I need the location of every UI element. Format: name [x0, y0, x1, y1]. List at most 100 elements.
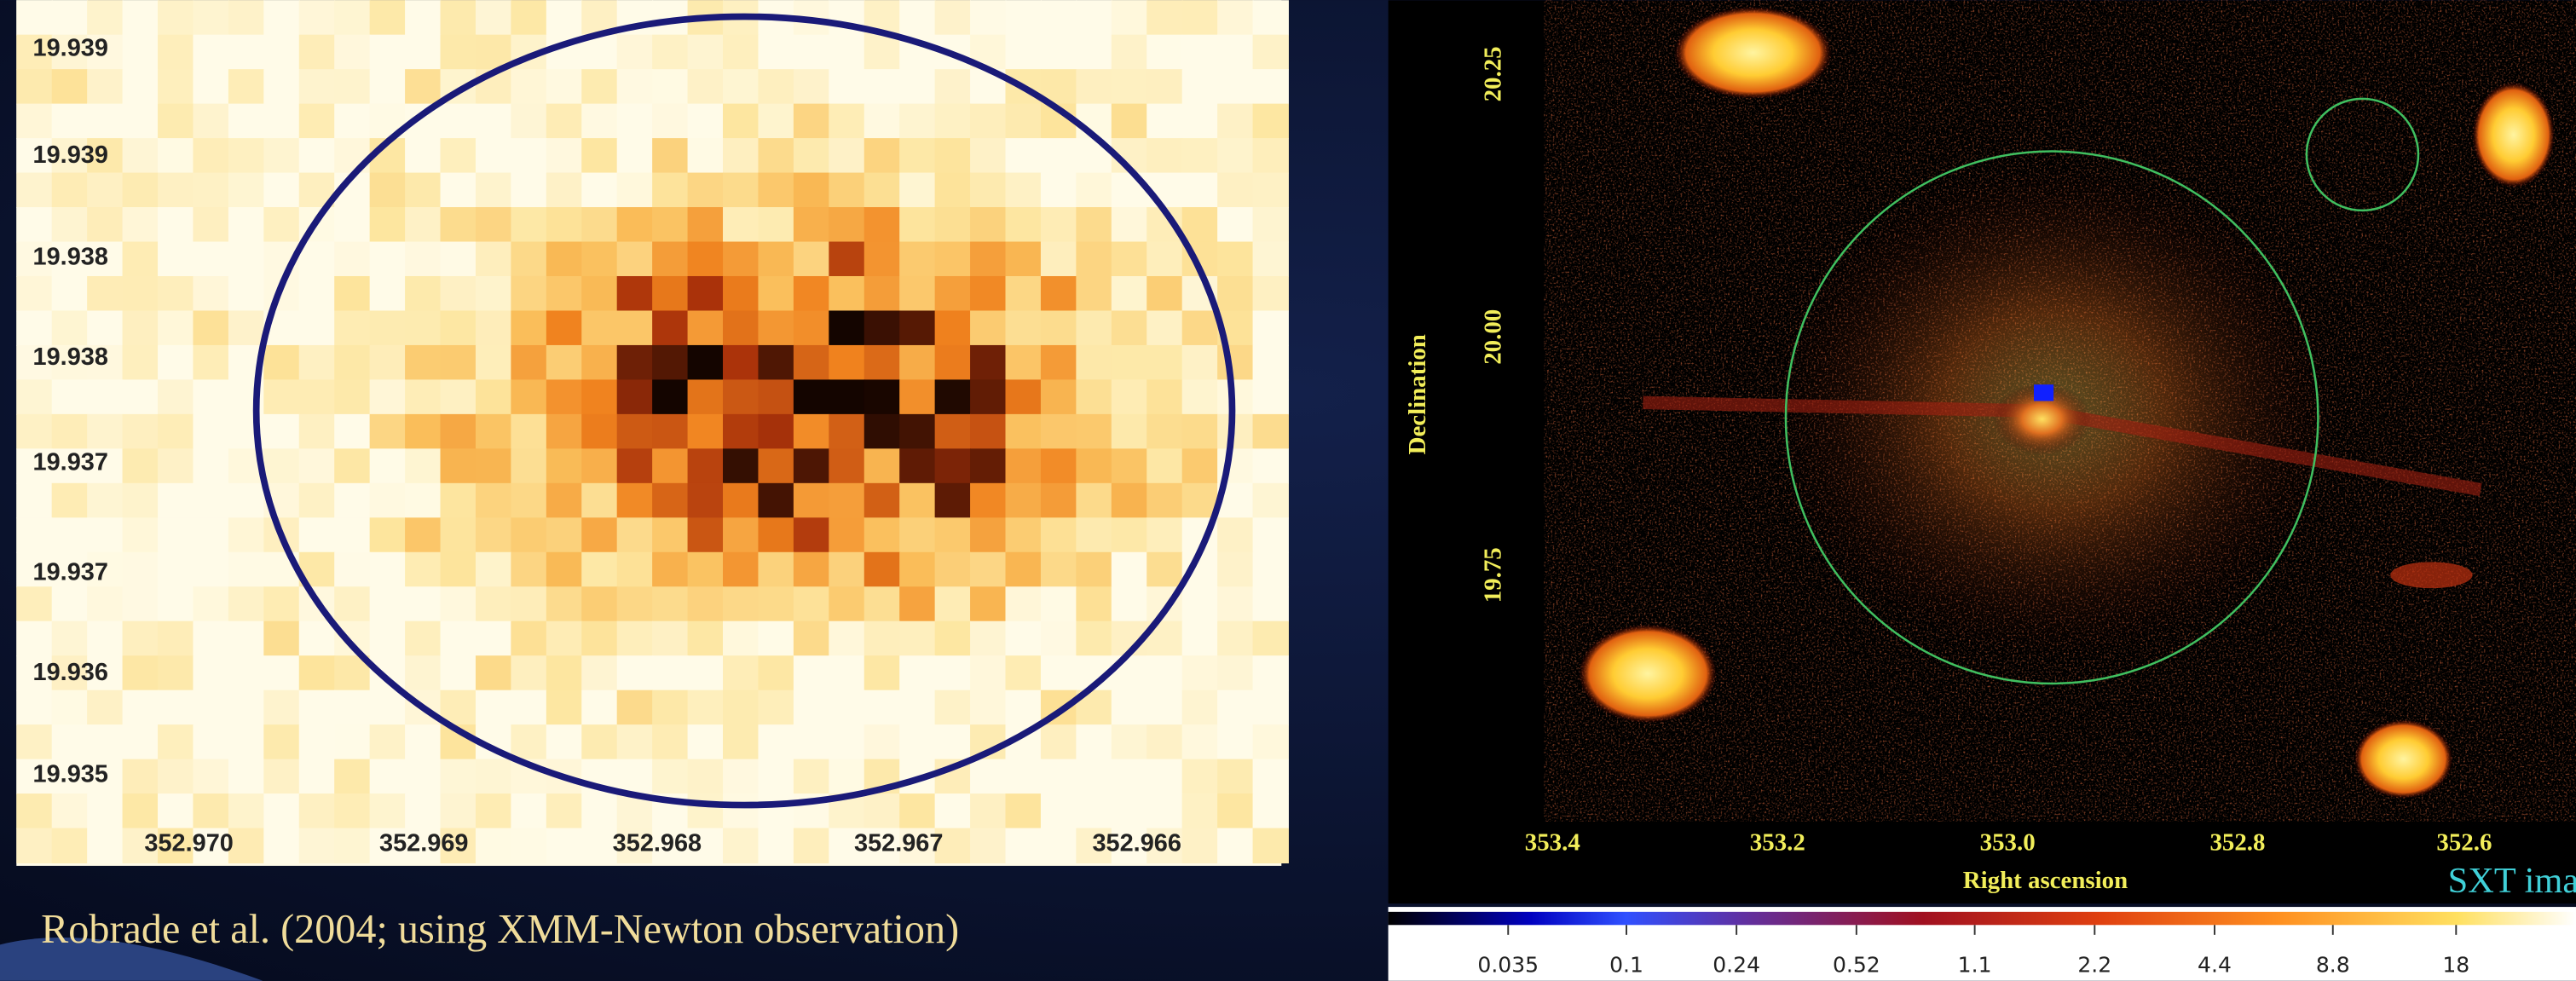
colorbar-label: 4.4	[2198, 952, 2232, 977]
pixel	[617, 242, 653, 277]
pixel	[935, 517, 971, 552]
pixel	[16, 310, 52, 345]
pixel	[1182, 69, 1218, 104]
pixel	[16, 207, 52, 242]
pixel	[1006, 655, 1042, 690]
calib-source	[1579, 625, 1717, 724]
pixel	[1006, 138, 1042, 173]
pixel	[723, 828, 759, 863]
pixel	[370, 242, 406, 277]
pixel	[829, 552, 864, 587]
pixel	[228, 242, 264, 277]
pixel	[652, 552, 688, 587]
pixel	[617, 552, 653, 587]
pixel	[16, 0, 52, 35]
pixel	[299, 759, 335, 794]
pixel	[546, 655, 582, 690]
pixel	[899, 448, 935, 483]
pixel	[581, 655, 617, 690]
pixel	[1146, 69, 1182, 104]
pixel	[1217, 759, 1253, 794]
pixel	[1112, 586, 1147, 621]
pixel	[581, 345, 617, 380]
pixel	[970, 0, 1006, 35]
pixel	[688, 276, 724, 311]
pixel	[1041, 793, 1077, 828]
pixel	[1041, 379, 1077, 414]
pixel	[228, 655, 264, 690]
pixel	[228, 276, 264, 311]
pixel	[299, 35, 335, 70]
pixel	[476, 138, 511, 173]
pixel	[52, 690, 88, 725]
pixel	[1182, 35, 1218, 70]
pixel	[1253, 483, 1289, 518]
pixel	[899, 414, 935, 449]
pixel	[1006, 207, 1042, 242]
pixel	[1217, 242, 1253, 277]
pixel	[970, 483, 1006, 518]
pixel	[405, 724, 441, 759]
pixel	[263, 104, 299, 139]
pixel	[1112, 552, 1147, 587]
pixel	[193, 621, 228, 656]
pixel	[334, 379, 370, 414]
pixel	[899, 69, 935, 104]
pixel	[476, 379, 511, 414]
pixel	[864, 448, 900, 483]
pixel	[864, 483, 900, 518]
pixel	[511, 310, 546, 345]
pixel	[829, 173, 864, 208]
pixel	[299, 655, 335, 690]
pixel	[370, 552, 406, 587]
pixel	[723, 586, 759, 621]
pixel	[334, 104, 370, 139]
calib-source	[1674, 7, 1832, 99]
pixel	[829, 379, 864, 414]
pixel	[123, 35, 159, 70]
pixel	[546, 793, 582, 828]
pixel	[1146, 345, 1182, 380]
pixel	[193, 0, 228, 35]
pixel	[228, 207, 264, 242]
pixel	[511, 0, 546, 35]
pixel	[546, 104, 582, 139]
pixel	[511, 173, 546, 208]
pixel	[1041, 724, 1077, 759]
x-tick-label: 352.970	[144, 829, 233, 857]
pixel	[1253, 345, 1289, 380]
heatmap	[16, 0, 1289, 863]
pixel	[899, 0, 935, 35]
pixel	[370, 0, 406, 35]
x-tick-label: 352.6	[2436, 828, 2492, 856]
pixel	[16, 690, 52, 725]
pixel	[476, 310, 511, 345]
y-tick-label: 19.939	[33, 35, 108, 62]
pixel	[193, 483, 228, 518]
pixel	[87, 483, 123, 518]
pixel	[158, 345, 193, 380]
pixel	[1253, 276, 1289, 311]
pixel	[546, 242, 582, 277]
pixel	[794, 759, 829, 794]
pixel	[546, 724, 582, 759]
pixel	[441, 173, 477, 208]
pixel	[794, 621, 829, 656]
pixel	[1041, 35, 1077, 70]
pixel	[228, 552, 264, 587]
pixel	[935, 690, 971, 725]
pixel	[581, 483, 617, 518]
colorbar-label: 0.52	[1833, 952, 1880, 977]
pixel	[581, 138, 617, 173]
pixel	[334, 310, 370, 345]
pixel	[1076, 379, 1112, 414]
pixel	[688, 379, 724, 414]
pixel	[1217, 621, 1253, 656]
pixel	[334, 138, 370, 173]
pixel	[405, 655, 441, 690]
pixel	[476, 586, 511, 621]
pixel	[864, 379, 900, 414]
pixel	[1217, 414, 1253, 449]
pixel	[405, 586, 441, 621]
pixel	[652, 35, 688, 70]
